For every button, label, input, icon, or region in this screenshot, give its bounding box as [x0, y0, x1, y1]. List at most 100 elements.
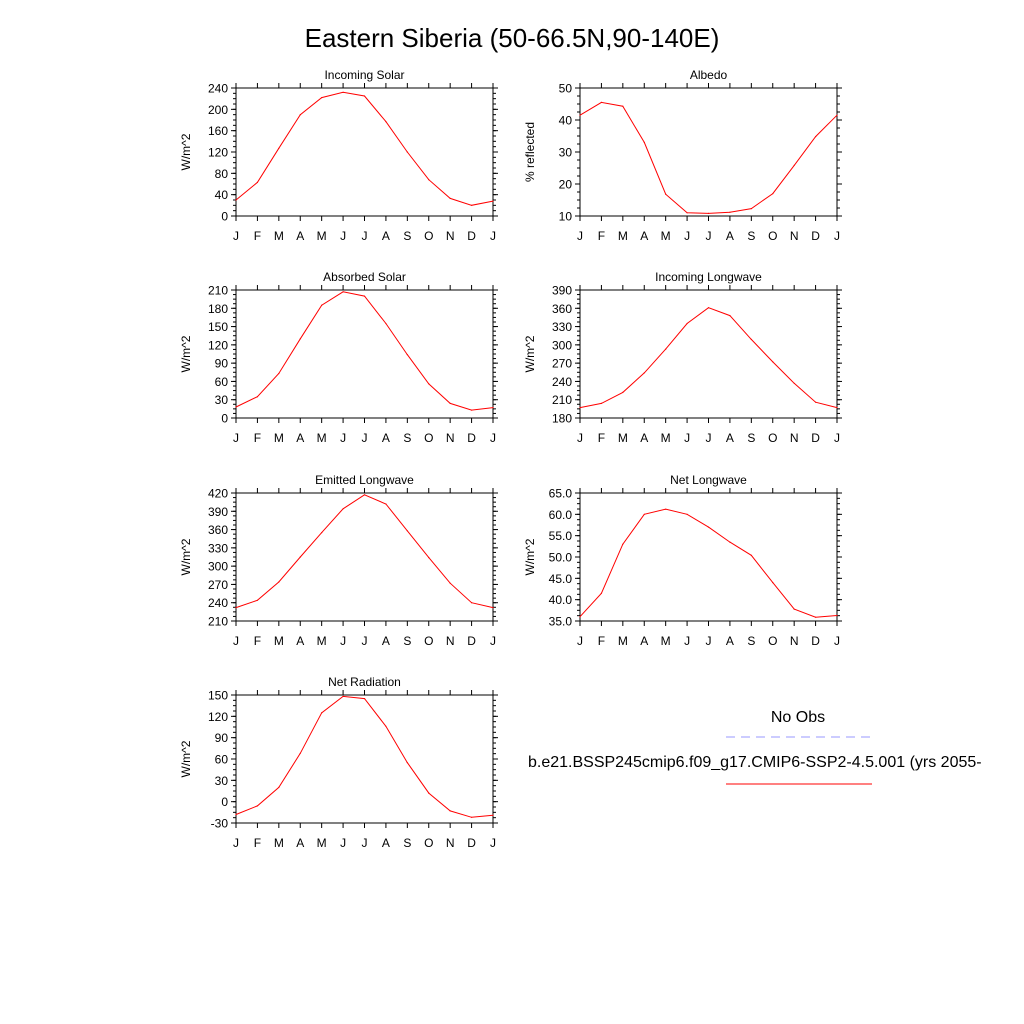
y-tick-label: 160	[208, 124, 228, 138]
data-point	[342, 91, 344, 93]
x-tick-label: O	[424, 229, 433, 243]
data-point	[321, 532, 323, 534]
data-point	[622, 391, 624, 393]
data-point	[256, 805, 258, 807]
chart-absorbed-solar: Absorbed Solar W/m^2 0 30 60 90 120 150 180 210 J F…	[179, 270, 498, 445]
x-tick-label: J	[577, 431, 583, 445]
x-tick-label: A	[640, 431, 648, 445]
x-tick-label: A	[382, 229, 390, 243]
y-tick-label: 90	[215, 357, 229, 371]
y-tick-label: 270	[552, 357, 572, 371]
data-point	[600, 101, 603, 103]
x-tick-label: A	[640, 229, 648, 243]
y-tick-label: 0	[221, 412, 228, 426]
x-tick-label: A	[726, 634, 734, 648]
data-point	[428, 179, 430, 181]
x-tick-label: J	[684, 229, 690, 243]
x-tick-label: A	[382, 836, 390, 850]
x-tick-label: F	[254, 634, 261, 648]
data-point	[256, 396, 258, 398]
y-tick-label: 360	[552, 302, 572, 316]
y-tick-label: -30	[211, 817, 229, 831]
data-point	[643, 513, 645, 515]
x-tick-label: N	[446, 634, 455, 648]
data-point	[836, 114, 838, 116]
x-tick-label: M	[317, 431, 327, 445]
x-tick-label: A	[382, 431, 390, 445]
data-point	[342, 291, 344, 293]
x-tick-label: O	[424, 431, 433, 445]
data-point	[492, 200, 494, 202]
x-tick-label: M	[618, 431, 628, 445]
x-tick-label: A	[726, 229, 734, 243]
x-tick-label: M	[274, 229, 284, 243]
x-tick-label: J	[577, 634, 583, 648]
y-axis-label: W/m^2	[523, 335, 537, 372]
data-point	[299, 752, 301, 754]
y-tick-label: 150	[208, 689, 228, 703]
y-tick-label: 360	[208, 523, 228, 537]
y-tick-label: 30	[215, 774, 229, 788]
data-point	[406, 530, 408, 532]
data-point	[363, 494, 366, 496]
x-tick-label: N	[446, 229, 455, 243]
data-point	[729, 541, 731, 543]
x-tick-label: M	[317, 634, 327, 648]
x-tick-label: N	[790, 431, 799, 445]
data-point	[471, 204, 473, 206]
x-tick-label: J	[834, 431, 840, 445]
x-tick-label: M	[661, 431, 671, 445]
data-point	[428, 383, 430, 385]
x-tick-label: J	[362, 229, 368, 243]
data-point	[707, 526, 710, 528]
legend-model-label: b.e21.BSSP245cmip6.f09_g17.CMIP6-SSP2-4.…	[528, 754, 982, 771]
x-tick-label: F	[254, 431, 261, 445]
y-tick-label: 80	[215, 167, 229, 181]
data-point	[278, 147, 280, 149]
data-point	[406, 151, 408, 153]
data-point	[600, 592, 603, 594]
x-tick-label: J	[706, 634, 712, 648]
legend: No Obs b.e21.BSSP245cmip6.f09_g17.CMIP6-…	[528, 709, 982, 785]
data-point	[579, 616, 581, 618]
figure-title: Eastern Siberia (50-66.5N,90-140E)	[305, 23, 720, 53]
x-tick-label: A	[296, 229, 304, 243]
x-tick-label: M	[274, 836, 284, 850]
data-point	[278, 786, 280, 789]
data-point	[299, 114, 301, 116]
x-tick-label: D	[467, 431, 476, 445]
x-tick-label: A	[296, 836, 304, 850]
x-tick-label: J	[362, 634, 368, 648]
y-tick-label: 150	[208, 320, 228, 334]
chart-title: Net Longwave	[670, 473, 747, 487]
data-point	[815, 401, 817, 403]
data-point	[363, 698, 366, 700]
y-tick-label: 240	[552, 375, 572, 389]
data-point	[428, 557, 430, 559]
x-tick-label: J	[340, 431, 346, 445]
y-tick-label: 180	[552, 412, 572, 426]
x-tick-label: O	[424, 634, 433, 648]
data-point	[363, 95, 366, 97]
x-tick-label: S	[403, 634, 411, 648]
x-tick-label: N	[446, 431, 455, 445]
data-point	[686, 212, 688, 214]
x-tick-label: M	[618, 229, 628, 243]
y-tick-label: 55.0	[549, 529, 573, 543]
data-point	[449, 810, 451, 812]
y-tick-label: 120	[208, 338, 228, 352]
data-point	[836, 614, 838, 617]
data-point	[385, 121, 387, 123]
x-tick-label: J	[684, 634, 690, 648]
y-axis-label: W/m^2	[179, 133, 193, 170]
data-point	[600, 402, 603, 404]
x-tick-label: J	[706, 229, 712, 243]
data-point	[342, 508, 344, 510]
data-point	[278, 581, 280, 583]
y-axis-label: W/m^2	[179, 538, 193, 575]
x-tick-label: J	[362, 431, 368, 445]
data-point	[643, 141, 645, 143]
data-point	[321, 712, 323, 714]
data-point	[686, 513, 688, 515]
